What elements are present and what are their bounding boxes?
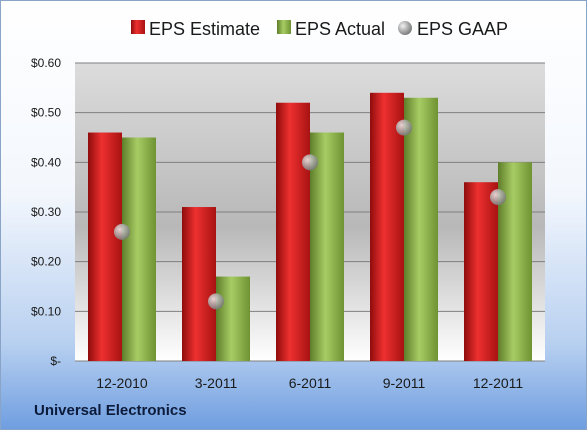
bar-eps-estimate bbox=[182, 207, 216, 361]
y-tick-label: $0.50 bbox=[31, 106, 61, 120]
x-tick-label: 6-2011 bbox=[289, 375, 332, 391]
legend-swatch-eps-estimate bbox=[131, 20, 145, 34]
marker-eps-gaap bbox=[302, 154, 318, 171]
bar-eps-estimate bbox=[88, 132, 122, 361]
marker-eps-gaap bbox=[114, 223, 130, 240]
marker-eps-gaap bbox=[490, 189, 506, 206]
legend-label-eps-gaap: EPS GAAP bbox=[417, 19, 508, 39]
y-tick-label: $0.20 bbox=[31, 255, 61, 269]
y-tick-label: $- bbox=[50, 354, 61, 368]
y-tick-label: $0.40 bbox=[31, 155, 61, 169]
legend-label-eps-estimate: EPS Estimate bbox=[149, 19, 260, 39]
x-tick-label: 3-2011 bbox=[195, 375, 238, 391]
y-tick-label: $0.60 bbox=[31, 56, 61, 70]
marker-eps-gaap bbox=[208, 293, 224, 310]
x-tick-label: 12-2010 bbox=[96, 375, 148, 391]
x-tick-label: 12-2011 bbox=[473, 375, 524, 391]
bar-eps-actual bbox=[310, 132, 344, 361]
y-tick-label: $0.10 bbox=[31, 304, 61, 318]
bar-eps-estimate bbox=[276, 102, 310, 361]
company-name: Universal Electronics bbox=[34, 402, 187, 419]
bar-eps-actual bbox=[404, 97, 438, 362]
bar-eps-actual bbox=[216, 276, 250, 361]
legend-label-eps-actual: EPS Actual bbox=[295, 19, 385, 39]
x-tick-label: 9-2011 bbox=[383, 375, 426, 391]
marker-eps-gaap bbox=[396, 119, 412, 136]
legend: EPS Estimate EPS Actual EPS GAAP bbox=[131, 19, 508, 39]
legend-marker-eps-gaap bbox=[398, 21, 412, 35]
bar-eps-estimate bbox=[370, 92, 404, 362]
bar-eps-actual bbox=[122, 137, 156, 361]
bar-eps-estimate bbox=[464, 182, 498, 361]
y-tick-label: $0.30 bbox=[31, 205, 61, 219]
legend-swatch-eps-actual bbox=[277, 20, 291, 34]
